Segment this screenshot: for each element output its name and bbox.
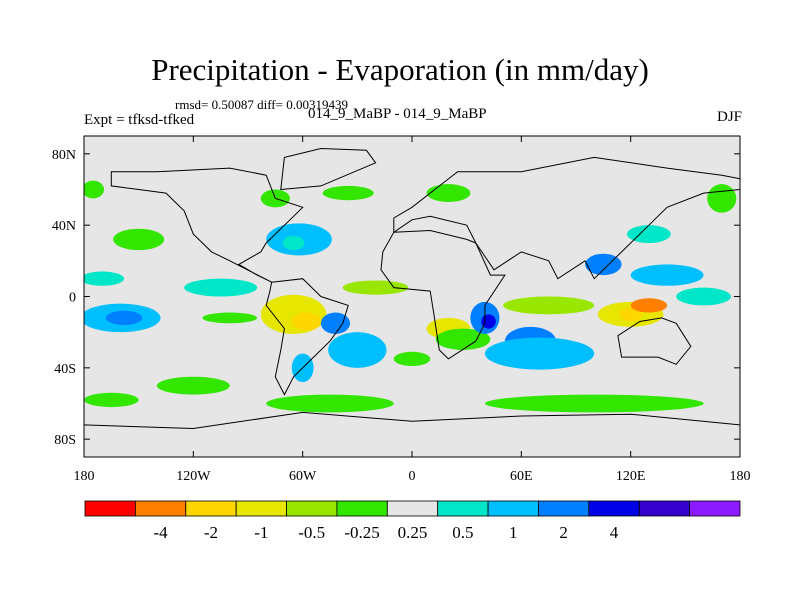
colorbar-box-10 — [588, 500, 640, 517]
colorbar-box-8 — [487, 500, 539, 517]
colorbar-label-5: 0.25 — [398, 523, 428, 542]
colorbar: -4 -2 -1 -0.5 -0.25 0.25 0.5 1 2 4 — [84, 500, 741, 542]
colorbar-box-12 — [689, 500, 741, 517]
x-tick-label-0: 180 — [74, 469, 95, 484]
colorbar-label-4: -0.25 — [344, 523, 379, 542]
stats-text: rmsd= 0.50087 diff= 0.00319439 — [175, 97, 348, 112]
field-region-29 — [630, 298, 668, 313]
coastline-4 — [393, 156, 740, 280]
coastline-5 — [617, 317, 692, 365]
y-tick-label-0: 80N — [52, 148, 76, 163]
field-region-4 — [84, 180, 105, 199]
y-tick-label-2: 0 — [69, 291, 76, 306]
x-tick-label-5: 120E — [616, 469, 646, 484]
x-tick-label-4: 60E — [510, 469, 533, 484]
colorbar-box-0 — [84, 500, 136, 517]
colorbar-box-11 — [638, 500, 691, 517]
field-region-3 — [113, 228, 165, 251]
colorbar-box-7 — [437, 500, 489, 517]
colorbar-box-1 — [134, 500, 187, 517]
chart-subtitle: 014_9_MaBP - 014_9_MaBP — [308, 106, 487, 122]
colorbar-box-5 — [336, 500, 388, 517]
field-region-14 — [320, 312, 351, 334]
chart-title: Precipitation - Evaporation (in mm/day) — [151, 52, 649, 87]
x-tick-label-3: 0 — [409, 469, 416, 484]
field-region-2 — [105, 310, 143, 326]
colorbar-box-6 — [386, 500, 439, 517]
y-tick-label-4: 80S — [54, 433, 76, 448]
field-region-37 — [393, 351, 431, 367]
field-region-15 — [328, 332, 387, 368]
field-region-5 — [84, 392, 139, 408]
coastline-6 — [84, 411, 740, 457]
field-region-16 — [322, 185, 374, 201]
coastlines — [84, 147, 740, 457]
field-region-7 — [184, 278, 258, 297]
y-axis: 80N 40N 0 40S 80S — [52, 148, 740, 448]
field-region-11 — [260, 294, 327, 334]
coastline-2 — [280, 147, 377, 191]
coastline-0 — [110, 167, 304, 283]
field-region-30 — [585, 253, 622, 276]
field-region-26 — [503, 296, 595, 315]
colorbar-label-9: 4 — [610, 523, 619, 542]
colorbar-box-3 — [235, 500, 287, 517]
field-region-28 — [619, 307, 642, 322]
colorbar-label-7: 1 — [509, 523, 518, 542]
field-region-20 — [435, 328, 491, 350]
field-region-32 — [676, 287, 731, 306]
colorbar-label-3: -0.5 — [298, 523, 325, 542]
colorbar-box-2 — [185, 500, 237, 517]
field-region-10 — [282, 235, 305, 251]
field-region-35 — [707, 184, 737, 213]
season-label: DJF — [716, 109, 742, 125]
colorbar-label-2: -1 — [254, 523, 268, 542]
field-region-18 — [266, 394, 394, 413]
field-region-21 — [426, 184, 471, 202]
field-region-6 — [202, 312, 258, 324]
experiment-label: Expt = tfksd-tfked — [84, 112, 195, 128]
colorbar-label-1: -2 — [204, 523, 218, 542]
colorbar-label-6: 0.5 — [452, 523, 473, 542]
x-tick-label-6: 180 — [730, 469, 751, 484]
field-region-33 — [484, 394, 704, 413]
colorbar-label-8: 2 — [559, 523, 568, 542]
coastline-3 — [380, 229, 506, 360]
x-tick-label-2: 60W — [289, 469, 317, 484]
y-tick-label-1: 40N — [52, 219, 76, 234]
field-region-25 — [484, 337, 595, 370]
colorbar-box-9 — [538, 500, 590, 517]
colorbar-label-0: -4 — [153, 523, 168, 542]
colorbar-box-4 — [286, 500, 338, 517]
coastline-1 — [265, 278, 349, 396]
x-axis: 180 120W 60W 0 60E 120E 180 — [74, 136, 751, 484]
field-region-17 — [342, 280, 409, 295]
field-region-0 — [84, 271, 125, 286]
field-region-12 — [291, 312, 321, 331]
field-regions — [84, 136, 740, 457]
field-region-31 — [630, 264, 704, 286]
field-region-36 — [156, 376, 230, 395]
x-tick-label-1: 120W — [176, 469, 211, 484]
y-tick-label-3: 40S — [54, 362, 76, 377]
field-region-34 — [627, 225, 671, 243]
